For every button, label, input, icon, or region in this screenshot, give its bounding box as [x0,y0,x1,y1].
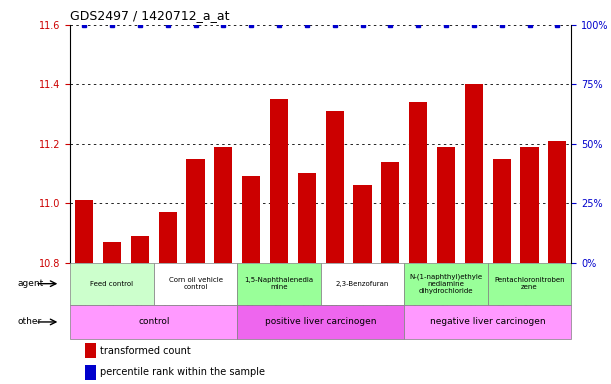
Bar [70,263,154,305]
Text: agent: agent [18,279,44,288]
Text: transformed count: transformed count [100,346,191,356]
Bar [437,147,455,263]
Bar [242,176,260,263]
Bar [86,343,97,358]
Bar [521,147,538,263]
Bar [548,141,566,263]
Bar [381,162,400,263]
Text: control: control [138,318,169,326]
Bar [465,84,483,263]
Text: N-(1-naphthyl)ethyle
nediamine
dihydrochloride: N-(1-naphthyl)ethyle nediamine dihydroch… [409,273,483,294]
Bar [298,174,316,263]
Text: 2,3-Benzofuran: 2,3-Benzofuran [336,281,389,287]
Text: 1,5-Naphthalenedia
mine: 1,5-Naphthalenedia mine [244,277,313,290]
Text: Feed control: Feed control [90,281,134,287]
Bar [86,365,97,379]
Bar [237,263,321,305]
Bar [75,200,93,263]
Text: other: other [18,318,42,326]
Bar [404,263,488,305]
Bar [214,147,232,263]
Bar [159,212,177,263]
Bar [186,159,205,263]
Bar [326,111,344,263]
Text: GDS2497 / 1420712_a_at: GDS2497 / 1420712_a_at [70,9,230,22]
Text: percentile rank within the sample: percentile rank within the sample [100,367,265,377]
Text: Pentachloronitroben
zene: Pentachloronitroben zene [494,277,565,290]
Bar [492,159,511,263]
Text: Corn oil vehicle
control: Corn oil vehicle control [169,277,222,290]
Text: negative liver carcinogen: negative liver carcinogen [430,318,546,326]
Bar [321,263,404,305]
Bar [488,263,571,305]
Bar [103,242,121,263]
Bar [354,185,371,263]
Bar [270,99,288,263]
Bar [131,236,149,263]
Bar [404,305,571,339]
Bar [237,305,404,339]
Bar [409,102,427,263]
Bar [154,263,237,305]
Bar [70,305,237,339]
Text: positive liver carcinogen: positive liver carcinogen [265,318,376,326]
